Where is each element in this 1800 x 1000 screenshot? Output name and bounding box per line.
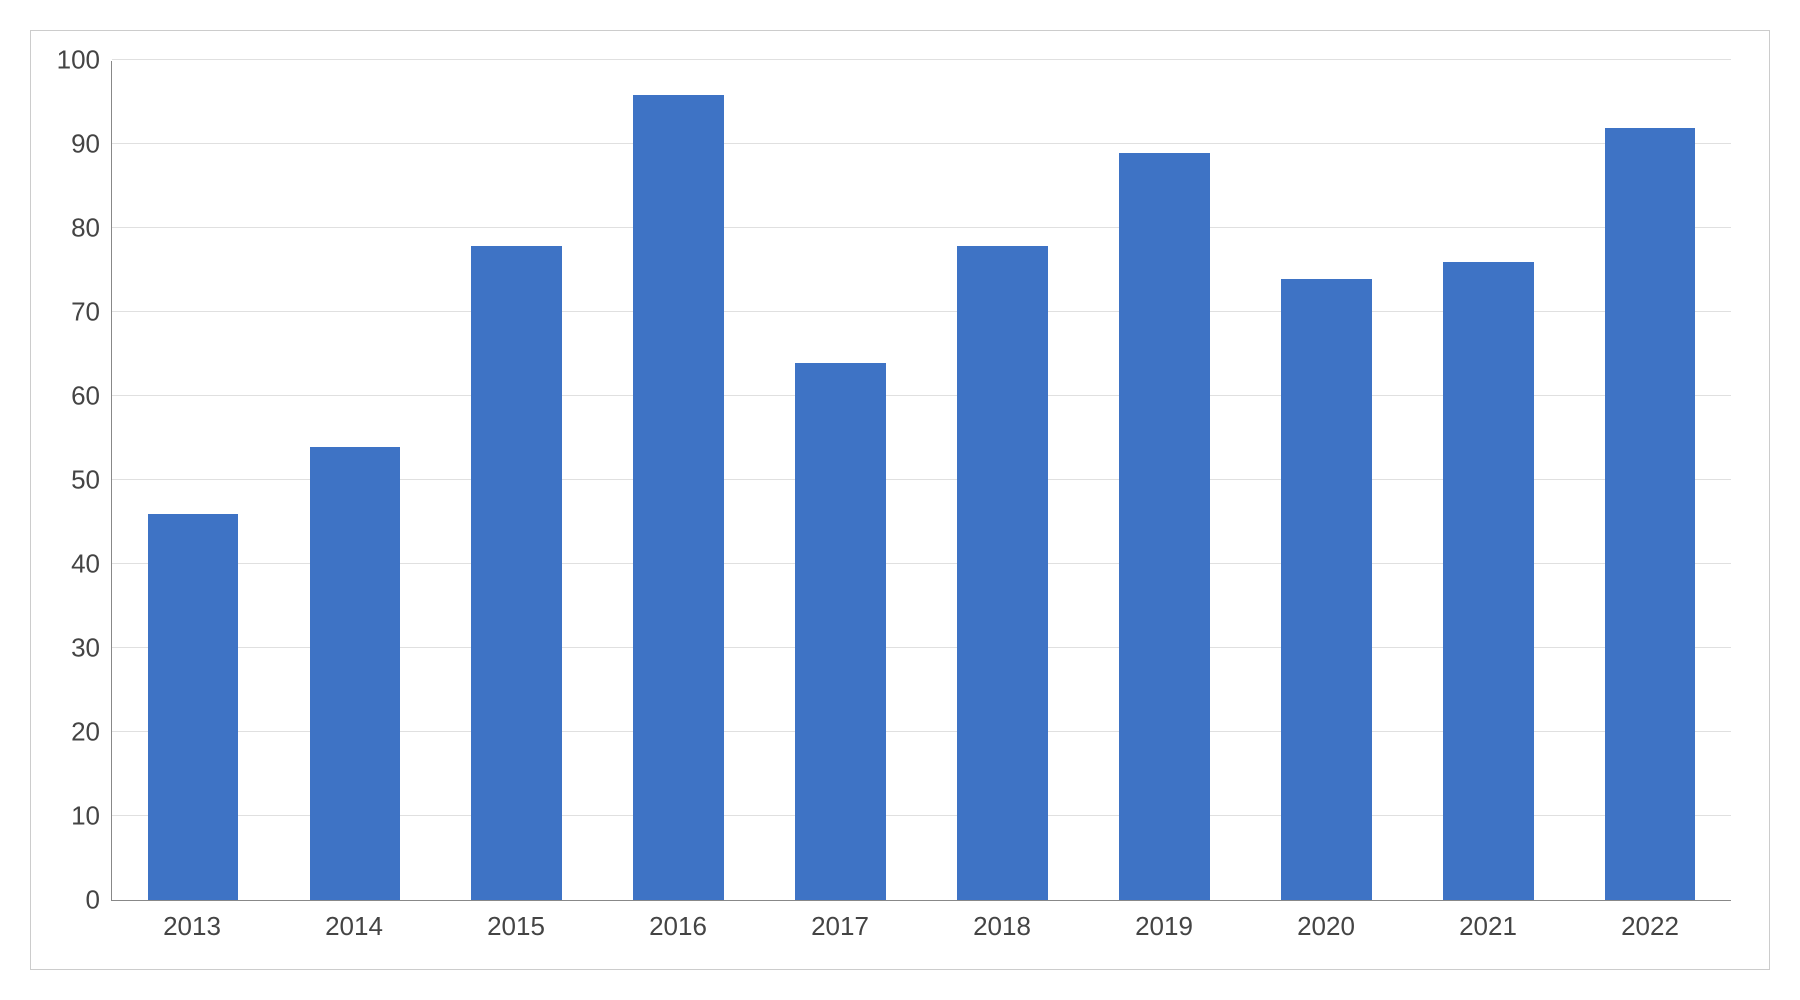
bar-slot [436, 61, 598, 900]
x-tick-label: 2022 [1569, 911, 1731, 942]
bar [957, 246, 1048, 900]
plot-area: 0102030405060708090100 [111, 61, 1731, 901]
bar-slot [760, 61, 922, 900]
bar [148, 514, 239, 900]
y-tick-label: 70 [71, 297, 112, 328]
bar [795, 363, 886, 900]
x-tick-label: 2021 [1407, 911, 1569, 942]
x-tick-label: 2018 [921, 911, 1083, 942]
y-tick-label: 50 [71, 465, 112, 496]
bar [471, 246, 562, 900]
x-axis-labels: 2013201420152016201720182019202020212022 [111, 911, 1731, 942]
y-tick-label: 60 [71, 381, 112, 412]
bar-chart: 0102030405060708090100 20132014201520162… [30, 30, 1770, 970]
bar [1119, 153, 1210, 900]
x-tick-label: 2015 [435, 911, 597, 942]
bar-slot [598, 61, 760, 900]
y-tick-label: 90 [71, 129, 112, 160]
bar-slot [1245, 61, 1407, 900]
bars-row [112, 61, 1731, 900]
y-tick-label: 30 [71, 633, 112, 664]
bar [1605, 128, 1696, 900]
bar-slot [274, 61, 436, 900]
bar-slot [1083, 61, 1245, 900]
bar [310, 447, 401, 900]
x-tick-label: 2016 [597, 911, 759, 942]
y-tick-label: 10 [71, 801, 112, 832]
bar [633, 95, 724, 900]
gridline [112, 59, 1731, 60]
bar [1443, 262, 1534, 900]
x-tick-label: 2017 [759, 911, 921, 942]
x-tick-label: 2014 [273, 911, 435, 942]
x-tick-label: 2019 [1083, 911, 1245, 942]
bar [1281, 279, 1372, 900]
bar-slot [1407, 61, 1569, 900]
bar-slot [922, 61, 1084, 900]
y-tick-label: 80 [71, 213, 112, 244]
y-tick-label: 20 [71, 717, 112, 748]
bar-slot [112, 61, 274, 900]
y-tick-label: 40 [71, 549, 112, 580]
x-tick-label: 2013 [111, 911, 273, 942]
bar-slot [1569, 61, 1731, 900]
x-tick-label: 2020 [1245, 911, 1407, 942]
y-tick-label: 100 [57, 45, 112, 76]
y-tick-label: 0 [86, 885, 112, 916]
